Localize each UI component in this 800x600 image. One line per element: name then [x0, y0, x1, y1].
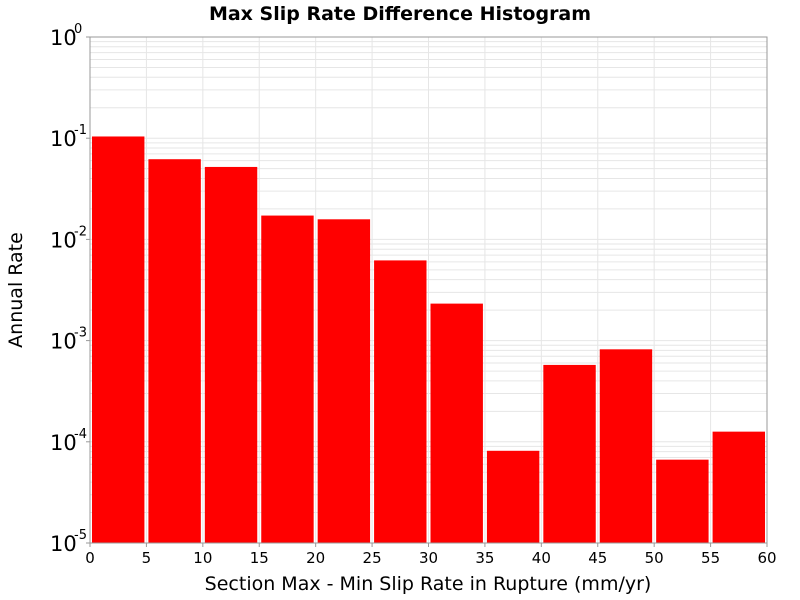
y-tick-base: 10: [50, 431, 77, 455]
x-tick-label: 15: [250, 549, 269, 567]
bar: [92, 136, 145, 543]
y-tick-exponent: 0: [74, 22, 82, 37]
x-tick-label: 0: [85, 549, 95, 567]
bar: [599, 349, 653, 543]
bar: [261, 215, 314, 543]
y-tick-base: 10: [50, 532, 77, 556]
y-tick-label: 10-1: [50, 123, 87, 151]
y-tick-exponent: -1: [74, 123, 87, 138]
x-tick-label: 55: [701, 549, 720, 567]
bar: [374, 260, 427, 543]
bar: [204, 166, 258, 543]
x-tick-label: 50: [645, 549, 664, 567]
x-tick-label: 30: [419, 549, 438, 567]
bar: [486, 450, 540, 543]
x-tick-label: 40: [532, 549, 551, 567]
x-tick-label: 45: [588, 549, 607, 567]
y-tick-base: 10: [50, 127, 77, 151]
y-axis-label: Annual Rate: [5, 232, 27, 348]
y-tick-base: 10: [50, 26, 77, 50]
y-tick-exponent: -5: [74, 528, 87, 543]
x-tick-label: 60: [757, 549, 776, 567]
x-tick-label: 5: [142, 549, 152, 567]
y-tick-exponent: -3: [74, 326, 87, 341]
y-tick-base: 10: [50, 330, 77, 354]
y-tick-label: 10-4: [50, 427, 87, 455]
bar: [148, 159, 201, 543]
x-tick-label: 35: [475, 549, 494, 567]
bars: [92, 136, 765, 543]
x-axis-ticks: 0 5 10 15 20 25 30 35 40 45 50 55 60: [85, 543, 777, 567]
x-tick-label: 25: [363, 549, 382, 567]
y-tick-label: 10-5: [50, 528, 87, 556]
x-tick-label: 20: [306, 549, 325, 567]
x-axis-label: Section Max - Min Slip Rate in Rupture (…: [205, 573, 652, 595]
y-tick-exponent: -4: [74, 427, 87, 442]
grid: [89, 37, 768, 544]
y-tick-label: 100: [50, 22, 82, 50]
bar: [712, 431, 765, 543]
bar: [317, 219, 371, 543]
x-tick-label: 10: [193, 549, 212, 567]
y-tick-exponent: -2: [74, 224, 87, 239]
y-tick-base: 10: [50, 228, 77, 252]
bar: [430, 303, 483, 543]
chart-title: Max Slip Rate Difference Histogram: [209, 3, 591, 25]
bar: [656, 459, 709, 543]
y-tick-label: 10-3: [50, 326, 87, 354]
bar: [543, 364, 596, 543]
y-tick-label: 10-2: [50, 224, 87, 252]
